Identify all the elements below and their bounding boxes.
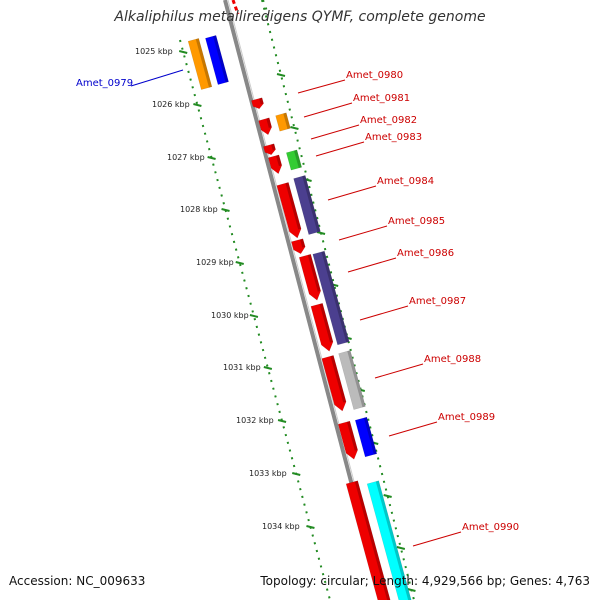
scale-label: 1034 kbp [262,522,300,531]
gene-label[interactable]: Amet_0987 [409,296,467,307]
gene-amet0990-shade [354,480,391,600]
scale-tick-right [383,494,392,498]
gene-label[interactable]: Amet_0982 [360,115,418,126]
gene-label[interactable]: Amet_0989 [438,412,496,423]
gene-amet0983a [263,143,276,156]
scale-label: 1029 kbp [196,258,234,267]
gene-amet0988-gray [338,350,366,410]
gene-amet0983-green-shade [294,149,302,168]
gene-amet0986-shade [307,254,321,292]
scale-tick-right [396,546,406,550]
gene-amet0987 [310,302,334,352]
gene-amet0990-cyan [366,480,412,600]
gene-amet0979-blue-shade [213,35,229,83]
gene-amet0988-gray-shade [347,350,366,408]
scale-label: 1026 kbp [152,100,190,109]
gene-amet0990 [345,480,391,600]
gene-label[interactable]: Amet_0980 [346,70,404,81]
gene-amet0990-cyan-shade [375,480,412,600]
gene-amet0989-blue [354,416,378,458]
gene-leader-line [130,69,184,87]
gene-amet0988-shade [330,355,347,403]
gene-label[interactable]: Amet_0979 [76,78,134,89]
gene-amet0988 [321,355,347,412]
gene-amet0985 [291,238,306,255]
scale-label: 1030 kbp [211,311,249,320]
gene-amet0987-shade [319,303,333,343]
genome-summary-text: Topology: circular; Length: 4,929,566 bp… [260,574,590,588]
gene-amet0983-shade [276,154,282,167]
gene-amet0984-purple [293,175,321,235]
gene-leader-line [412,531,462,547]
scale-tick-left [306,525,315,529]
gene-amet0986-purple [312,250,350,346]
scale-tick-left [235,261,244,265]
gene-amet0989-blue-shade [363,417,377,455]
gene-label[interactable]: Amet_0985 [388,216,446,227]
gene-amet0984-purple-shade [302,175,321,233]
scale-tick-left [221,208,230,212]
scale-label: 1032 kbp [236,416,274,425]
gene-amet0984-shade [285,182,302,230]
gene-amet0980-shade [259,97,264,105]
scale-label: 1031 kbp [223,363,261,372]
scale-tick-left [277,419,287,423]
gene-amet0979-orange-shade [195,38,212,88]
scale-tick-left [249,314,259,318]
scale-tick-left [292,472,301,476]
gene-label[interactable]: Amet_0986 [397,248,455,259]
gene-amet0985-shade [300,238,306,248]
grid-line-left [179,39,331,600]
gene-amet0981-shade [266,117,272,128]
scale-tick-right [276,73,286,77]
gene-amet0986-purple-shade [321,251,350,343]
gene-amet0980 [251,97,264,110]
gene-leader-line [297,79,346,94]
scale-tick-right [316,231,326,235]
scale-tick-left [207,156,216,160]
gene-amet0981 [258,117,272,136]
scale-tick-left [263,366,273,370]
gene-leader-line [347,257,397,273]
top-red-dashes [231,0,240,15]
gene-leader-line [338,225,388,241]
gene-label[interactable]: Amet_0983 [365,132,423,143]
scale-tick-left [193,103,202,107]
scale-label: 1027 kbp [167,153,205,162]
scale-tick-left [178,50,188,54]
gene-amet0986 [298,253,321,301]
gene-leader-line [388,421,438,437]
gene-amet0984 [276,182,302,239]
gene-label[interactable]: Amet_0990 [462,522,520,533]
scale-tick-right [407,588,416,592]
scale-tick-right [290,126,299,130]
gene-leader-line [310,124,360,140]
gene-label[interactable]: Amet_0988 [424,354,482,365]
gene-leader-line [374,363,424,379]
scale-label: 1025 kbp [135,47,173,56]
scale-label: 1028 kbp [180,205,218,214]
gene-amet0983 [267,154,283,175]
gene-amet0982 [275,112,291,132]
gene-amet0982-shade [283,112,291,130]
gene-label[interactable]: Amet_0984 [377,176,435,187]
gene-leader-line [303,102,353,118]
gene-amet0979-blue [205,35,229,85]
gene-leader-line [359,305,409,321]
gene-amet0979-orange [187,38,213,90]
accession-text: Accession: NC_009633 [9,574,146,588]
gene-leader-line [315,141,365,157]
gene-amet0983-green [285,149,303,171]
gene-amet0989 [337,420,358,460]
gene-amet0989-shade [346,421,358,451]
page-title: Alkaliphilus metalliredigens QYMF, compl… [114,9,486,25]
gene-label[interactable]: Amet_0981 [353,93,411,104]
scale-label: 1033 kbp [249,469,287,478]
gene-amet0983a-shade [271,143,276,151]
gene-leader-line [327,185,377,201]
